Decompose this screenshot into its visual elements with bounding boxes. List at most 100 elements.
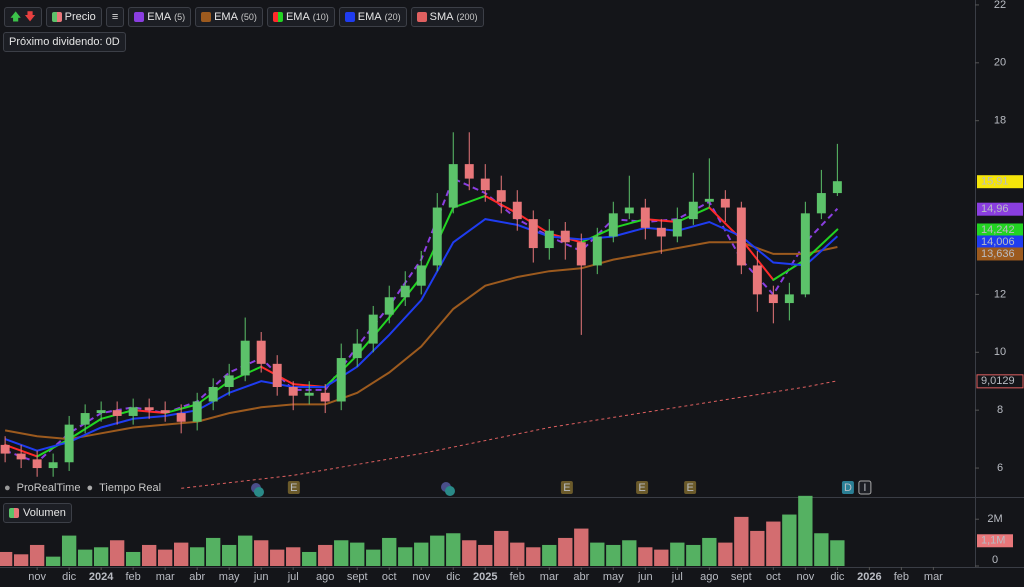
x-tick-label: abr: [573, 571, 589, 583]
y-tick-label: 6: [997, 462, 1003, 474]
value-badge-label: 14,242: [981, 224, 1015, 236]
legend-label: EMA: [147, 11, 172, 23]
x-tick-label: 2025: [473, 571, 497, 583]
legend-item[interactable]: SMA (200): [410, 7, 484, 27]
overlay-line: [181, 380, 838, 489]
legend-period: (20): [384, 12, 401, 22]
volume-legend[interactable]: Volumen: [3, 503, 72, 523]
x-tick-label: mar: [540, 571, 559, 583]
y-tick-label: 10: [994, 346, 1006, 358]
legend-label: EMA: [214, 11, 238, 23]
dividend-icon[interactable]: [441, 482, 455, 496]
x-tick-label: oct: [382, 571, 397, 583]
legend-swatch: [416, 12, 427, 22]
list-button[interactable]: ≡: [105, 7, 125, 27]
value-badge: [977, 235, 1023, 249]
candle-body: [32, 459, 42, 469]
value-badge: [976, 374, 1024, 389]
volume-bar: [686, 544, 701, 566]
overlay-segment: [36, 438, 71, 458]
legend-swatch: [344, 12, 355, 22]
candle-body: [80, 413, 90, 425]
volume-bar: [350, 542, 365, 566]
candle-body: [528, 219, 538, 249]
volume-bar: [174, 542, 189, 566]
candle-body: [0, 444, 10, 454]
x-tick-label: jun: [637, 571, 653, 583]
candle-body: [704, 198, 714, 202]
legend-swatch: [134, 12, 145, 22]
x-tick-label: ago: [316, 571, 334, 583]
candle-body: [208, 387, 218, 402]
candle-body: [480, 178, 490, 191]
volume-bar: [510, 542, 525, 566]
candle-body: [720, 198, 730, 208]
legend-item[interactable]: EMA (5): [128, 7, 192, 27]
legend: EMA (5) EMA (50) EMA (10) EMA (20) SMA (200): [128, 7, 484, 27]
legend-period: (50): [240, 12, 257, 22]
x-tick-label: nov: [796, 571, 814, 583]
candle-body: [752, 265, 762, 295]
y-tick-label: 8: [997, 404, 1003, 416]
x-tick-label: may: [219, 571, 240, 583]
volume-bar: [494, 530, 509, 566]
event-label: E: [686, 482, 693, 494]
candle-body: [352, 343, 362, 359]
candle-body: [576, 242, 586, 266]
candle-body: [672, 219, 682, 237]
legend-item[interactable]: EMA (20): [338, 7, 407, 27]
legend-item[interactable]: EMA (10): [266, 7, 335, 27]
event-label: D: [844, 482, 852, 494]
volume-bar: [782, 514, 797, 566]
volume-bar: [462, 540, 477, 566]
volume-bar: [109, 540, 125, 566]
candle-body: [656, 227, 666, 237]
volume-bar: [542, 544, 557, 566]
volume-bar: [526, 547, 541, 566]
value-badge-label: 9,0129: [981, 375, 1015, 387]
candle-body: [800, 213, 810, 295]
x-tick-label: 2026: [857, 571, 881, 583]
value-badge: [977, 175, 1023, 189]
legend-label: Precio: [64, 11, 96, 23]
candle-body: [320, 392, 330, 402]
legend-item[interactable]: EMA (50): [195, 7, 263, 27]
volume-bar: [718, 542, 733, 566]
event-badge: [858, 480, 872, 495]
volume-bar: [446, 533, 461, 566]
dividend-icon[interactable]: [251, 483, 264, 497]
volume-bar: [206, 537, 221, 566]
value-badge-label: 14,006: [981, 236, 1015, 248]
volume-bar: [654, 549, 669, 566]
event-badge: [841, 481, 854, 494]
candle-body: [768, 294, 778, 304]
x-tick-label: jun: [253, 571, 269, 583]
x-tick-label: abr: [189, 571, 205, 583]
volume-bar: [302, 551, 317, 566]
volume-bar: [77, 549, 93, 566]
candle-body: [192, 401, 202, 422]
candle-body: [832, 181, 842, 194]
candle-body: [560, 230, 570, 243]
volume-bar: [814, 533, 829, 566]
volume-bar: [398, 547, 413, 566]
x-tick-label: dic: [62, 571, 77, 583]
volume-bar: [45, 556, 61, 566]
volume-bar: [318, 544, 333, 566]
candle-body: [144, 407, 154, 411]
arrow-buttons[interactable]: 🡅 🡇: [4, 7, 42, 27]
candle-body: [256, 340, 266, 364]
legend-period: (10): [312, 12, 329, 22]
legend-price[interactable]: Precio: [45, 7, 102, 27]
volume-bar: [606, 544, 621, 566]
volume-tick-label: 2M: [987, 513, 1002, 525]
candle-body: [112, 410, 122, 416]
candle-body: [400, 285, 410, 298]
candle-body: [288, 387, 298, 396]
y-tick-label: 18: [994, 115, 1006, 127]
candle-body: [432, 207, 442, 266]
volume-bar: [13, 554, 29, 566]
candle-body: [608, 213, 618, 237]
